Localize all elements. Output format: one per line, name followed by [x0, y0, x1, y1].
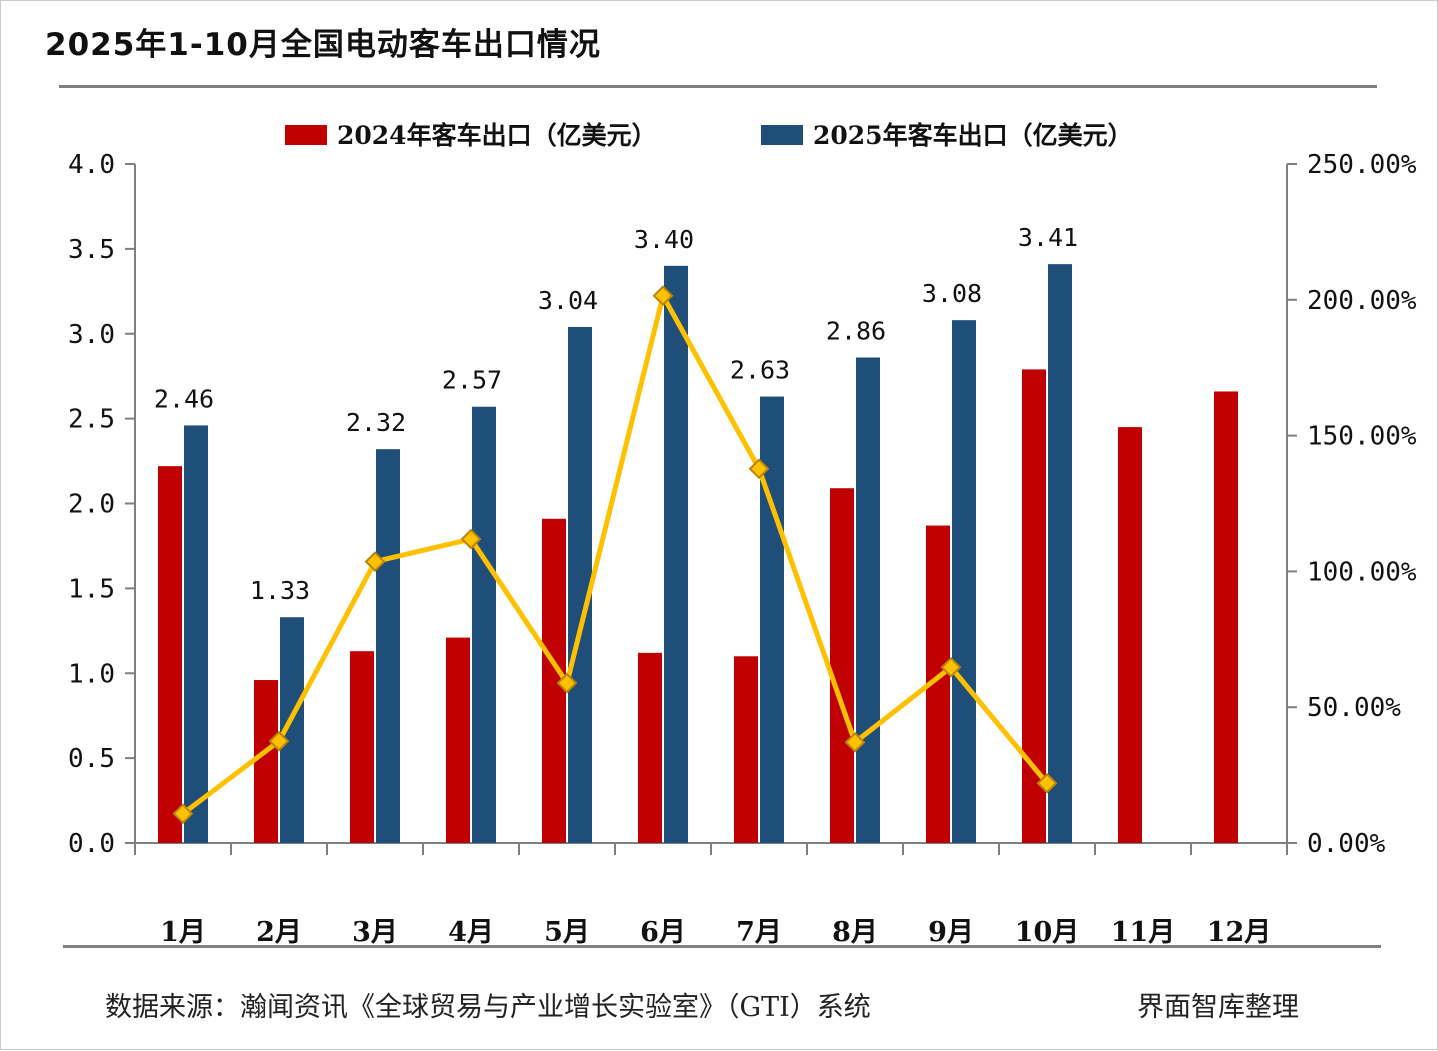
legend-label-2024: 2024年客车出口（亿美元）: [337, 121, 657, 150]
bar-2024: [734, 656, 758, 843]
data-label-2025: 3.04: [538, 286, 598, 315]
bar-2025: [856, 357, 880, 843]
data-source-note: 数据来源：瀚闻资讯《全球贸易与产业增长实验室》（GTI）系统: [105, 992, 871, 1023]
growth-point-marker: [364, 551, 386, 573]
bar-2024: [158, 466, 182, 843]
x-category-label: 12月: [1207, 917, 1272, 948]
right-y-tick-label: 200.00%: [1307, 286, 1417, 316]
compiler-credit: 界面智库整理: [1137, 992, 1299, 1023]
bar-2024: [1022, 369, 1046, 843]
x-category-label: 10月: [1015, 917, 1080, 948]
legend-swatch-2024: [285, 125, 327, 145]
data-label-2025: 2.63: [730, 356, 790, 385]
x-category-label: 4月: [448, 917, 494, 948]
bar-2025: [376, 449, 400, 843]
data-label-2025: 3.08: [922, 279, 982, 308]
data-label-2025: 2.46: [154, 384, 214, 413]
growth-point-marker: [460, 528, 482, 550]
bar-2024: [254, 680, 278, 843]
data-label-2025: 3.40: [634, 225, 694, 254]
bar-2025: [1048, 264, 1072, 844]
x-category-label: 6月: [640, 917, 686, 948]
bar-2024: [446, 637, 470, 843]
bar-2025: [184, 425, 208, 843]
left-y-tick-label: 0.5: [68, 744, 115, 774]
left-y-tick-label: 2.0: [68, 490, 115, 520]
bar-2024: [830, 488, 854, 843]
left-y-tick-label: 2.5: [68, 405, 115, 435]
left-y-tick-label: 0.0: [68, 829, 115, 859]
growth-point-marker: [556, 672, 578, 694]
bar-2025: [568, 326, 592, 844]
growth-point-marker: [268, 730, 290, 752]
growth-point-marker: [940, 656, 962, 678]
bar-2024: [1214, 391, 1238, 843]
left-y-tick-label: 1.5: [68, 574, 115, 604]
growth-point-marker: [748, 458, 770, 480]
data-label-2025: 3.41: [1018, 223, 1078, 252]
left-y-tick-label: 3.5: [68, 235, 115, 265]
legend-label-2025: 2025年客车出口（亿美元）: [813, 121, 1133, 150]
left-y-tick-label: 3.0: [68, 320, 115, 350]
data-label-2025: 2.86: [826, 317, 886, 346]
growth-point-marker: [844, 731, 866, 753]
growth-line: [181, 293, 1049, 816]
growth-point-marker: [652, 285, 674, 307]
x-category-label: 3月: [352, 917, 398, 948]
x-category-label: 7月: [736, 917, 782, 948]
growth-point-marker: [172, 803, 194, 825]
bar-2025: [664, 265, 688, 844]
title-divider: [59, 85, 1377, 88]
bar-2024: [638, 652, 662, 843]
right-y-tick-label: 150.00%: [1307, 422, 1417, 452]
footer-divider: [63, 945, 1381, 948]
bar-2025: [472, 406, 496, 843]
legend-swatch-2025: [761, 125, 803, 145]
x-category-label: 5月: [544, 917, 590, 948]
x-category-label: 11月: [1111, 917, 1176, 948]
right-y-tick-label: 100.00%: [1307, 557, 1417, 587]
right-y-tick-label: 0.00%: [1307, 829, 1386, 859]
bar-2025: [952, 320, 976, 843]
x-category-label: 8月: [832, 917, 878, 948]
right-y-tick-label: 50.00%: [1307, 693, 1401, 723]
data-label-2025: 2.57: [442, 366, 502, 395]
left-y-tick-label: 1.0: [68, 659, 115, 689]
growth-point-marker: [1036, 772, 1058, 794]
data-label-2025: 1.33: [250, 576, 310, 605]
x-category-label: 2月: [256, 917, 302, 948]
chart-title: 2025年1-10月全国电动客车出口情况: [45, 27, 601, 63]
x-category-label: 9月: [928, 917, 974, 948]
data-label-2025: 2.32: [346, 408, 406, 437]
left-y-tick-label: 4.0: [68, 150, 115, 180]
bar-2024: [1118, 427, 1142, 843]
right-y-tick-label: 250.00%: [1307, 150, 1417, 180]
x-category-label: 1月: [160, 917, 206, 948]
legend: 2024年客车出口（亿美元） 2025年客车出口（亿美元）: [285, 121, 1133, 150]
bar-2024: [350, 651, 374, 843]
